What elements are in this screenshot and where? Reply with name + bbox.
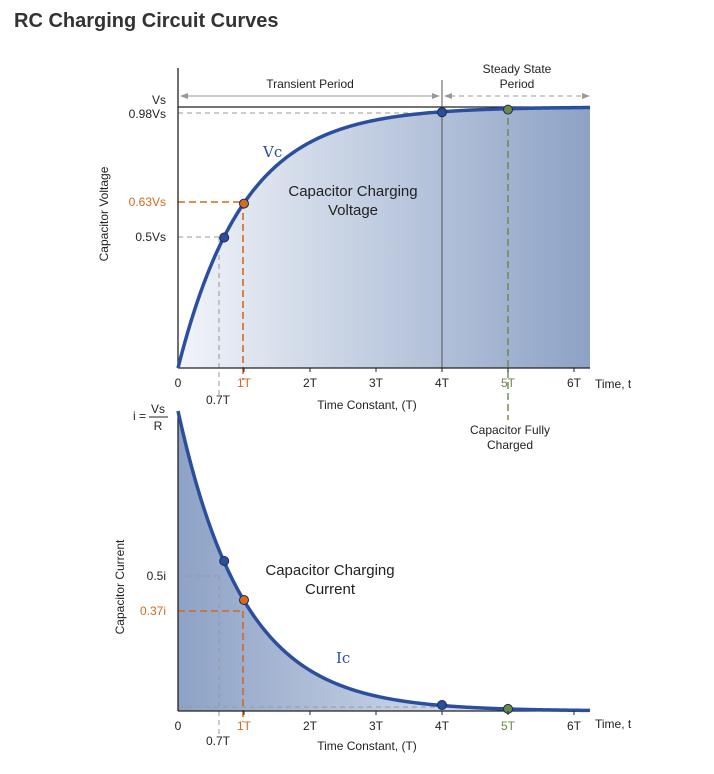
data-point-2	[239, 595, 249, 605]
current-curve	[176, 410, 591, 713]
voltage-y-axis-title: Capacitor Voltage	[97, 166, 111, 261]
x-tick-label-4: 4T	[435, 376, 450, 390]
data-point-3	[437, 107, 447, 118]
y-label-063vs: 0.63Vs	[129, 195, 166, 209]
data-point-3	[437, 700, 447, 710]
x-tick-label-1: 1T	[237, 376, 252, 390]
x-tick-label-2: 2T	[303, 719, 318, 733]
x-tick-label-5: 5T	[501, 719, 516, 733]
voltage-area-fill	[178, 107, 590, 368]
data-point-1	[219, 232, 230, 243]
page-title: RC Charging Circuit Curves	[14, 10, 279, 32]
x-tick-label-1: 1T	[237, 719, 252, 733]
x-tick-label-3: 3T	[369, 719, 384, 733]
current-x-ticks: 0 1T 2T 3T 4T 5T 6T	[175, 711, 582, 733]
voltage-curve-label-line1: Capacitor Charging	[288, 183, 417, 200]
current-07t-label: 0.7T	[206, 734, 231, 748]
y-label-037i: 0.37i	[140, 604, 166, 618]
current-points	[219, 556, 513, 714]
steady-arrow-left-head	[444, 93, 452, 99]
current-curve-label-line2: Current	[305, 581, 356, 598]
fully-charged-label-line1: Capacitor Fully	[470, 423, 550, 437]
transient-arrow-left-head	[180, 93, 188, 99]
voltage-x-axis-title: Time Constant, (T)	[317, 398, 417, 412]
x-tick-label-2: 2T	[303, 376, 318, 390]
y-label-05vs: 0.5Vs	[135, 230, 166, 244]
imax-denominator: R	[154, 419, 163, 433]
x-tick-label-0: 0	[175, 719, 182, 733]
steady-arrow-right-head	[582, 93, 590, 99]
current-y-axis-title: Capacitor Current	[113, 539, 127, 634]
transient-arrow-right-head	[432, 93, 440, 99]
voltage-chart: 0 1T 2T 3T 4T 5T 6T Vs 0.98Vs 0.63Vs 0.5Vs Cap…	[97, 62, 632, 452]
current-x-axis-title: Time Constant, (T)	[317, 739, 417, 753]
transient-period-label: Transient Period	[266, 77, 354, 91]
x-tick-label-4: 4T	[435, 719, 450, 733]
voltage-07t-label: 0.7T	[206, 393, 231, 407]
data-point-4	[503, 104, 513, 115]
y-label-vs: Vs	[152, 93, 166, 107]
fully-charged-label-line2: Charged	[487, 438, 533, 452]
voltage-points	[219, 104, 513, 243]
current-area-fill	[178, 411, 590, 711]
voltage-curve-label-line2: Voltage	[328, 202, 378, 219]
voltage-curve	[176, 105, 591, 369]
x-tick-label-5: 5T	[501, 376, 516, 390]
imax-numerator: Vs	[151, 402, 165, 416]
x-tick-label-3: 3T	[369, 376, 384, 390]
steady-period-label-line1: Steady State	[483, 62, 552, 76]
y-label-05i: 0.5i	[147, 569, 166, 583]
steady-period-label-line2: Period	[500, 77, 535, 91]
data-point-2	[239, 198, 249, 209]
data-point-1	[219, 556, 230, 566]
current-curve-label-line1: Capacitor Charging	[265, 562, 394, 579]
imax-prefix: i =	[133, 409, 146, 423]
y-label-098vs: 0.98Vs	[129, 107, 166, 121]
x-tick-label-6: 6T	[567, 376, 582, 390]
current-chart: 0 1T 2T 3T 4T 5T 6T i = Vs R 0.5i 0.37i Capaci…	[113, 402, 632, 753]
vc-label: Vc	[262, 143, 282, 161]
current-x-end-label: Time, t	[595, 717, 632, 731]
x-tick-label-6: 6T	[567, 719, 582, 733]
ic-label: Ic	[336, 649, 350, 667]
voltage-x-end-label: Time, t	[595, 377, 632, 391]
x-tick-label-0: 0	[175, 376, 182, 390]
voltage-x-ticks: 0 1T 2T 3T 4T 5T 6T	[175, 368, 582, 390]
